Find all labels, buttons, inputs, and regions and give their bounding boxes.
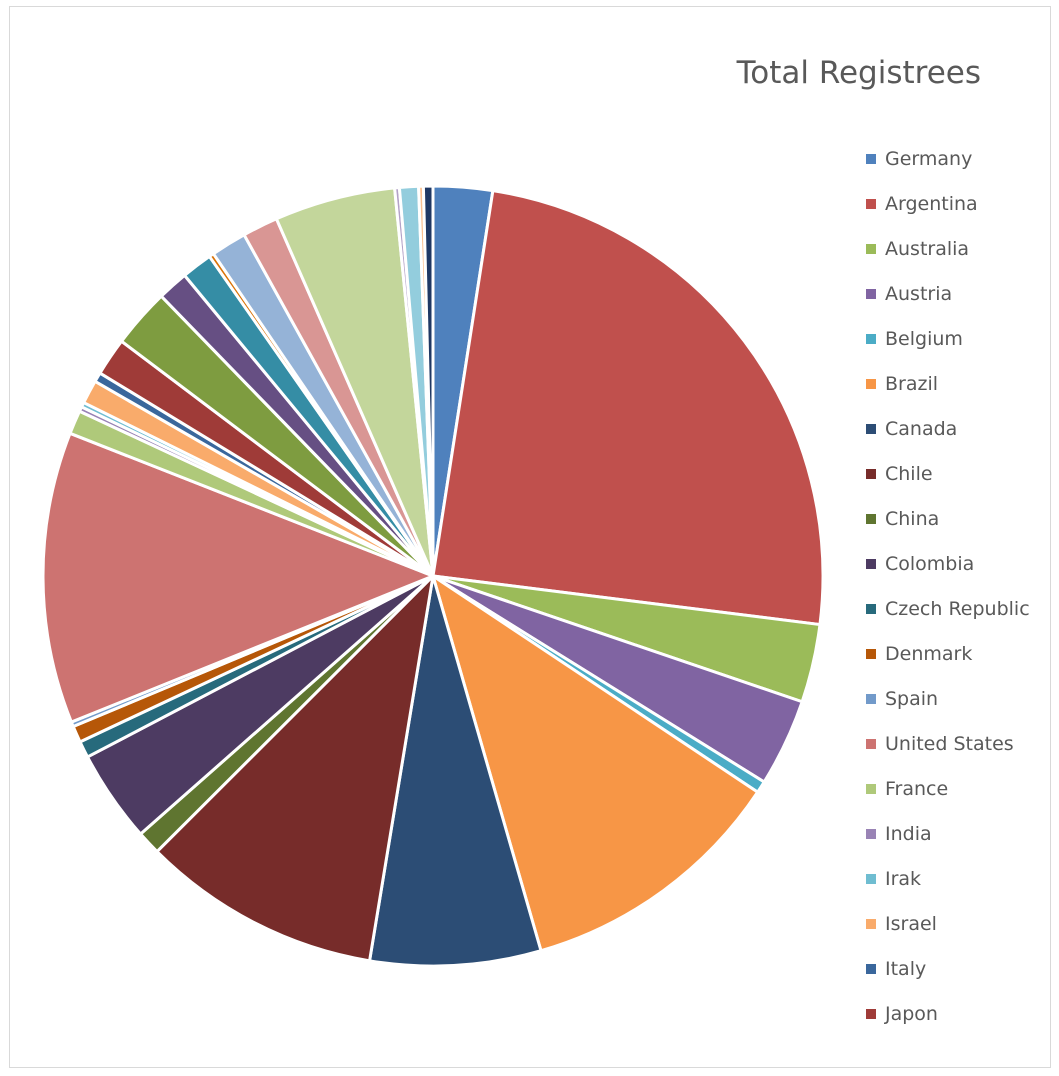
legend-swatch bbox=[866, 963, 876, 974]
legend-item-china: China bbox=[866, 496, 1051, 541]
pie-slice-chile bbox=[155, 574, 435, 963]
legend-swatch bbox=[866, 1008, 876, 1019]
legend-label: Colombia bbox=[885, 552, 975, 575]
legend-item-italy: Italy bbox=[866, 946, 1051, 991]
legend-label: United States bbox=[885, 732, 1014, 755]
legend-label: Australia bbox=[885, 237, 970, 260]
legend-label: Canada bbox=[885, 417, 958, 440]
legend-swatch bbox=[866, 603, 876, 614]
legend-label: Japon bbox=[885, 1002, 938, 1025]
legend-swatch bbox=[866, 918, 876, 929]
legend-item-czech-republic: Czech Republic bbox=[866, 586, 1051, 631]
pie-slice-canada bbox=[368, 574, 543, 968]
legend-swatch bbox=[866, 738, 876, 749]
legend-label: Irak bbox=[885, 867, 922, 890]
legend-swatch bbox=[866, 288, 876, 299]
legend-item-irak: Irak bbox=[866, 856, 1051, 901]
legend-label: Spain bbox=[885, 687, 939, 710]
legend-item-denmark: Denmark bbox=[866, 631, 1051, 676]
legend-label: China bbox=[885, 507, 940, 530]
legend-swatch bbox=[866, 648, 876, 659]
legend-swatch bbox=[866, 423, 876, 434]
legend-swatch bbox=[866, 333, 876, 344]
legend-item-belgium: Belgium bbox=[866, 316, 1051, 361]
legend-label: Brazil bbox=[885, 372, 939, 395]
legend-swatch bbox=[866, 468, 876, 479]
legend-item-austria: Austria bbox=[866, 271, 1051, 316]
legend-item-france: France bbox=[866, 766, 1051, 811]
legend-item-germany: Germany bbox=[866, 136, 1051, 181]
legend-item-japon: Japon bbox=[866, 991, 1051, 1036]
legend-swatch bbox=[866, 378, 876, 389]
legend-item-canada: Canada bbox=[866, 406, 1051, 451]
legend-label: Denmark bbox=[885, 642, 973, 665]
legend-swatch bbox=[866, 198, 876, 209]
pie-slice-united-states bbox=[41, 431, 435, 724]
legend-item-brazil: Brazil bbox=[866, 361, 1051, 406]
legend-item-united-states: United States bbox=[866, 721, 1051, 766]
legend-label: India bbox=[885, 822, 932, 845]
legend-swatch bbox=[866, 558, 876, 569]
legend-label: Czech Republic bbox=[885, 597, 1030, 620]
legend-swatch bbox=[866, 873, 876, 884]
legend-item-argentina: Argentina bbox=[866, 181, 1051, 226]
legend-label: Germany bbox=[885, 147, 973, 170]
legend-label: France bbox=[885, 777, 949, 800]
legend-swatch bbox=[866, 513, 876, 524]
legend-item-india: India bbox=[866, 811, 1051, 856]
legend-label: Belgium bbox=[885, 327, 963, 350]
legend-swatch bbox=[866, 243, 876, 254]
legend-label: Argentina bbox=[885, 192, 978, 215]
legend-swatch bbox=[866, 828, 876, 839]
chart-legend: Germany Argentina Australia Austria Belgium B… bbox=[866, 136, 1051, 1036]
legend-item-colombia: Colombia bbox=[866, 541, 1051, 586]
legend-swatch bbox=[866, 693, 876, 704]
legend-item-australia: Australia bbox=[866, 226, 1051, 271]
legend-swatch bbox=[866, 153, 876, 164]
legend-item-spain: Spain bbox=[866, 676, 1051, 721]
legend-item-chile: Chile bbox=[866, 451, 1051, 496]
pie-slice-argentina bbox=[431, 189, 825, 627]
legend-label: Italy bbox=[885, 957, 927, 980]
legend-label: Chile bbox=[885, 462, 933, 485]
legend-swatch bbox=[866, 783, 876, 794]
legend-item-israel: Israel bbox=[866, 901, 1051, 946]
pie-slice-slice-31 bbox=[421, 184, 435, 578]
legend-label: Israel bbox=[885, 912, 937, 935]
legend-label: Austria bbox=[885, 282, 953, 305]
chart-title: Total Registrees bbox=[736, 55, 981, 91]
